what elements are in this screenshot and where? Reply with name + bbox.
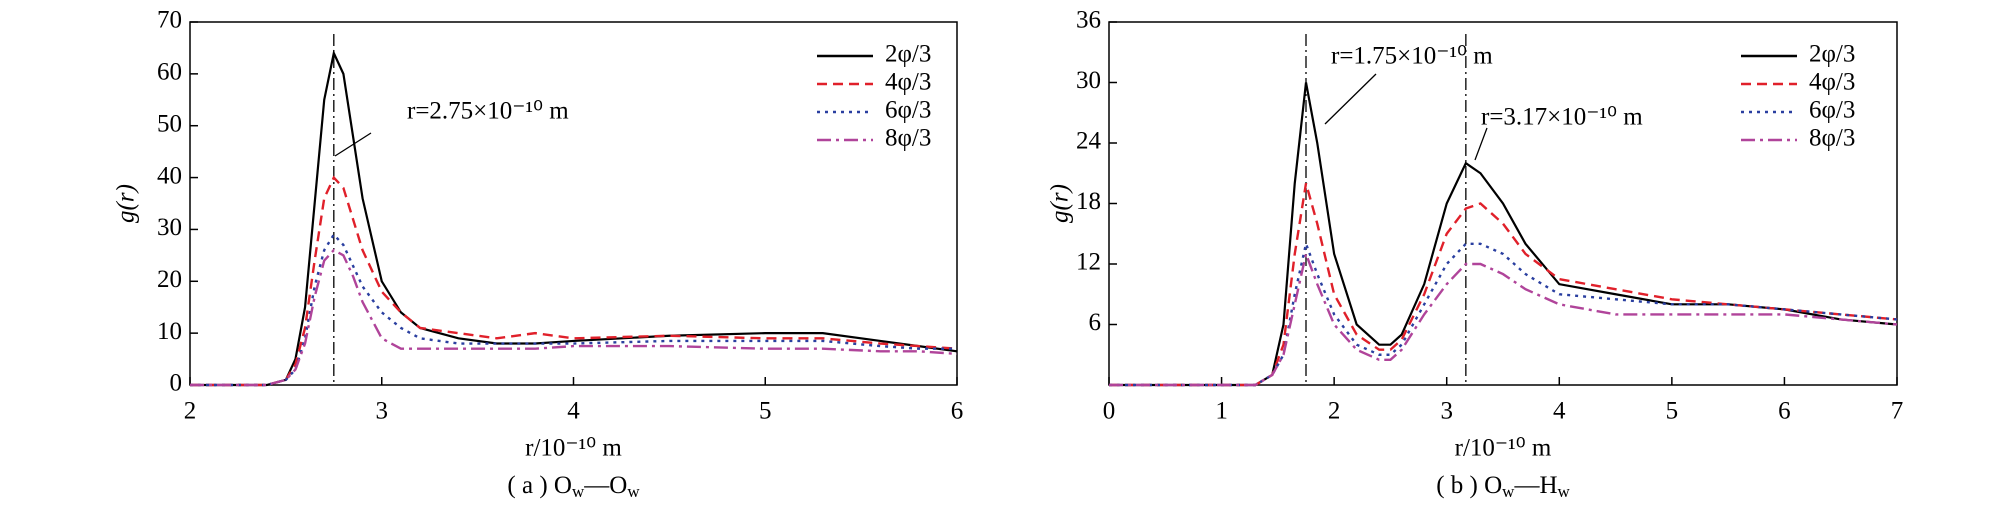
annotation-leader: [1474, 127, 1488, 161]
legend-label: 8φ/3: [1809, 125, 1855, 152]
x-tick-label: 0: [1103, 398, 1116, 425]
series-line: [190, 248, 958, 387]
y-tick-label: 18: [1076, 188, 1101, 215]
x-tick-label: 3: [1440, 398, 1453, 425]
legend-label: 4φ/3: [885, 69, 931, 96]
caption-part: w: [572, 482, 585, 501]
series-line: [1109, 183, 1898, 387]
series-line: [1109, 249, 1898, 387]
y-tick-label: 12: [1076, 249, 1101, 276]
y-tick-label: 40: [157, 162, 182, 189]
y-tick-label: 24: [1076, 128, 1102, 155]
y-tick-label: 6: [1089, 309, 1102, 336]
x-axis-label: r/10⁻¹⁰ m: [1455, 435, 1552, 462]
legend-label: 8φ/3: [885, 125, 931, 152]
legend-label: 6φ/3: [885, 97, 931, 124]
legend-label: 2φ/3: [885, 41, 931, 68]
caption-part: ( a ) O: [507, 472, 572, 499]
x-axis-label: r/10⁻¹⁰ m: [525, 435, 622, 462]
annotation: r=2.75×10⁻¹⁰ m: [407, 98, 569, 125]
x-tick-label: 6: [951, 398, 964, 425]
legend-label: 6φ/3: [1809, 97, 1855, 124]
caption-part: ( b ) O: [1436, 472, 1502, 499]
annotation: r=1.75×10⁻¹⁰ m: [1331, 43, 1493, 70]
y-tick-label: 0: [170, 370, 183, 397]
y-tick-label: 70: [157, 7, 182, 34]
y-tick-label: 50: [157, 110, 182, 137]
y-tick-label: 36: [1076, 7, 1101, 34]
caption: ( b ) Ow—Hw: [1436, 472, 1570, 501]
x-tick-label: 2: [1328, 398, 1341, 425]
x-tick-label: 5: [1666, 398, 1679, 425]
x-tick-label: 2: [184, 398, 197, 425]
caption-part: w: [627, 482, 640, 501]
caption-part: —H: [1513, 472, 1557, 499]
legend-label: 4φ/3: [1809, 69, 1855, 96]
caption-part: w: [1502, 482, 1515, 501]
caption-part: w: [1558, 482, 1571, 501]
x-tick-label: 1: [1215, 398, 1228, 425]
caption-part: —O: [583, 472, 627, 499]
caption: ( a ) Ow—Ow: [507, 472, 640, 501]
series-line: [190, 175, 958, 387]
annotation-leader: [334, 132, 372, 157]
annotation: r=3.17×10⁻¹⁰ m: [1481, 104, 1643, 131]
x-tick-label: 4: [1553, 398, 1566, 425]
y-tick-label: 30: [1076, 67, 1101, 94]
series-line: [1109, 239, 1898, 387]
y-tick-label: 30: [157, 214, 182, 241]
x-tick-label: 6: [1778, 398, 1791, 425]
y-tick-label: 10: [157, 318, 182, 345]
x-tick-label: 5: [759, 398, 772, 425]
x-tick-label: 3: [376, 398, 389, 425]
x-tick-label: 4: [567, 398, 580, 425]
x-tick-label: 7: [1891, 398, 1904, 425]
series-line: [190, 232, 957, 387]
y-tick-label: 20: [157, 266, 182, 293]
legend-label: 2φ/3: [1809, 41, 1855, 68]
y-axis-label: g(r): [113, 184, 140, 223]
series-line: [190, 49, 958, 387]
y-axis-label: g(r): [1047, 184, 1074, 223]
y-tick-label: 60: [157, 59, 182, 86]
annotation-leader: [1324, 73, 1377, 125]
